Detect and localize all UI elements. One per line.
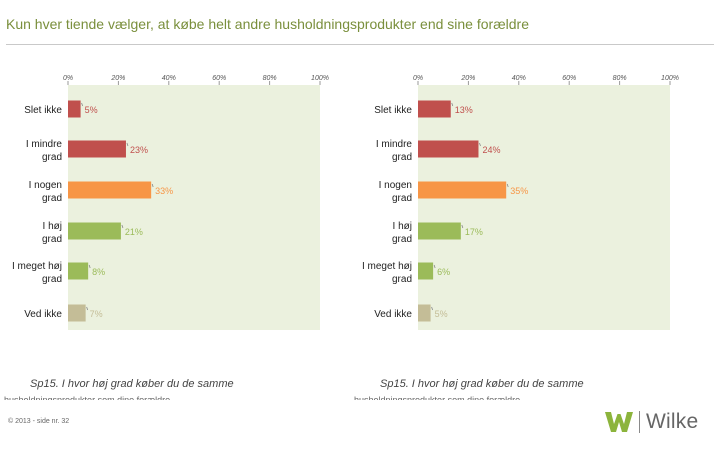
leader-line <box>451 102 454 107</box>
x-tick-label: 40% <box>162 75 176 82</box>
bar <box>418 140 479 158</box>
category-label: Ved ikke <box>374 309 412 320</box>
page-title: Kun hver tiende vælger, at købe helt and… <box>6 16 529 32</box>
value-label: 6% <box>437 267 450 277</box>
category-label: I høj grad <box>392 221 412 245</box>
bar <box>68 304 86 322</box>
bar <box>68 262 89 280</box>
leader-line <box>506 183 509 188</box>
wilke-logo: Wilke <box>604 409 698 435</box>
x-tick-label: 20% <box>460 75 475 82</box>
bar <box>68 222 121 240</box>
leader-line <box>431 306 433 311</box>
category-label: I meget høj grad <box>362 261 412 285</box>
bar <box>418 100 451 118</box>
value-label: 5% <box>435 309 448 319</box>
value-label: 33% <box>155 186 173 196</box>
value-label: 35% <box>510 186 528 196</box>
value-label: 8% <box>92 267 105 277</box>
value-label: 7% <box>90 309 103 319</box>
category-label: I høj grad <box>42 221 62 245</box>
value-label: 24% <box>482 145 500 155</box>
x-tick-label: 80% <box>613 75 627 82</box>
bar <box>418 304 431 322</box>
question-right-continued: husholdningsprodukter som dine forældre <box>354 395 521 400</box>
bar <box>418 222 461 240</box>
category-label: I nogen grad <box>29 180 62 204</box>
question-left: Sp15. I hvor høj grad køber du de samme <box>30 378 234 390</box>
bar <box>418 262 434 280</box>
x-tick-label: 40% <box>512 75 526 82</box>
category-label: I mindre grad <box>26 139 63 163</box>
x-tick-label: 80% <box>263 75 277 82</box>
bar-charts: 0% 20% 40% 60% 80% 100% Slet ikke 5% I mindre gra… <box>12 75 679 330</box>
value-label: 13% <box>455 105 473 115</box>
category-label: Ved ikke <box>24 309 62 320</box>
leader-line <box>86 306 89 311</box>
logo-divider <box>639 411 640 433</box>
leader-line <box>126 142 129 147</box>
logo-text: Wilke <box>646 410 699 433</box>
category-label: I meget høj grad <box>12 261 62 285</box>
x-tick-label: 60% <box>212 75 226 82</box>
x-tick-label: 100% <box>311 75 329 82</box>
leader-line <box>433 264 436 269</box>
bar <box>68 181 152 199</box>
value-label: 17% <box>465 227 483 237</box>
footer-page-number: © 2013 - side nr. 32 <box>8 418 70 425</box>
bar <box>418 181 507 199</box>
category-label: I nogen grad <box>379 180 412 204</box>
leader-line <box>151 183 154 188</box>
category-label: I mindre grad <box>376 139 413 163</box>
value-label: 21% <box>125 227 143 237</box>
w-logo-icon <box>605 412 633 432</box>
value-label: 23% <box>130 145 148 155</box>
value-label: 5% <box>85 105 98 115</box>
leader-line <box>461 224 464 229</box>
x-tick-label: 0% <box>413 75 423 82</box>
plot-area <box>68 85 320 330</box>
title-divider <box>6 44 714 45</box>
leader-line <box>479 142 481 147</box>
x-tick-label: 20% <box>110 75 125 82</box>
bar <box>68 100 81 118</box>
plot-area <box>418 85 670 330</box>
bar <box>68 140 126 158</box>
leader-line <box>121 224 124 229</box>
leader-line <box>81 102 83 107</box>
category-label: Slet ikke <box>374 105 412 116</box>
question-right: Sp15. I hvor høj grad køber du de samme <box>380 378 584 390</box>
category-label: Slet ikke <box>24 105 62 116</box>
x-tick-label: 100% <box>661 75 679 82</box>
leader-line <box>88 264 91 269</box>
question-left-continued: husholdningsprodukter som dine forældre <box>4 395 171 400</box>
x-tick-label: 0% <box>63 75 73 82</box>
x-tick-label: 60% <box>562 75 576 82</box>
